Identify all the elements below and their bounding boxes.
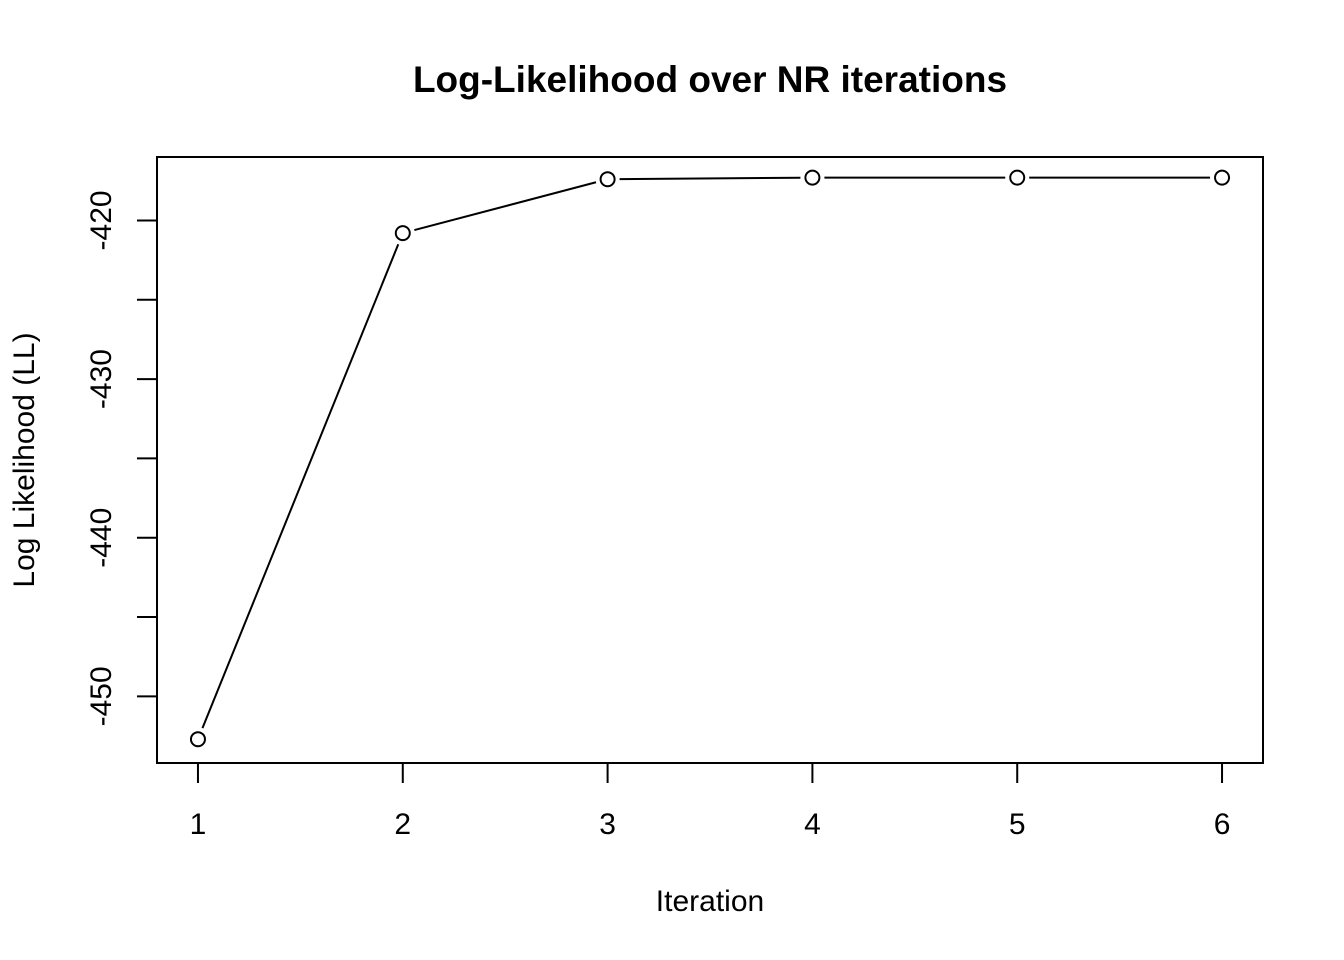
x-tick-label-3: 3	[599, 808, 616, 841]
x-tick-label-5: 5	[1009, 808, 1026, 841]
data-point-6	[1214, 169, 1231, 186]
plot-frame	[156, 156, 1264, 764]
x-tick-label-4: 4	[804, 808, 821, 841]
x-tick-label-1: 1	[190, 808, 207, 841]
y-axis: -450 -440 -430 -420	[85, 190, 157, 726]
series-ll	[189, 169, 1231, 748]
data-point-1	[189, 731, 206, 748]
y-tick-label-1: -450	[85, 666, 118, 726]
data-point-5	[1009, 169, 1026, 186]
data-point-3	[599, 171, 616, 188]
x-tick-label-6: 6	[1214, 808, 1231, 841]
x-tick-label-2: 2	[394, 808, 411, 841]
y-axis-label: Log Likelihood (LL)	[8, 332, 41, 587]
y-tick-label-7: -420	[85, 190, 118, 250]
x-axis: 1 2 3 4 5 6	[190, 763, 1231, 841]
y-tick-label-3: -440	[85, 508, 118, 568]
line-segment-2	[414, 181, 597, 232]
data-point-2	[394, 225, 411, 242]
y-tick-label-5: -430	[85, 349, 118, 409]
line-segment-1	[201, 243, 400, 729]
x-axis-label: Iteration	[656, 885, 764, 918]
data-point-4	[804, 169, 821, 186]
chart-title: Log-Likelihood over NR iterations	[413, 59, 1007, 100]
line-segment-3	[619, 176, 801, 181]
